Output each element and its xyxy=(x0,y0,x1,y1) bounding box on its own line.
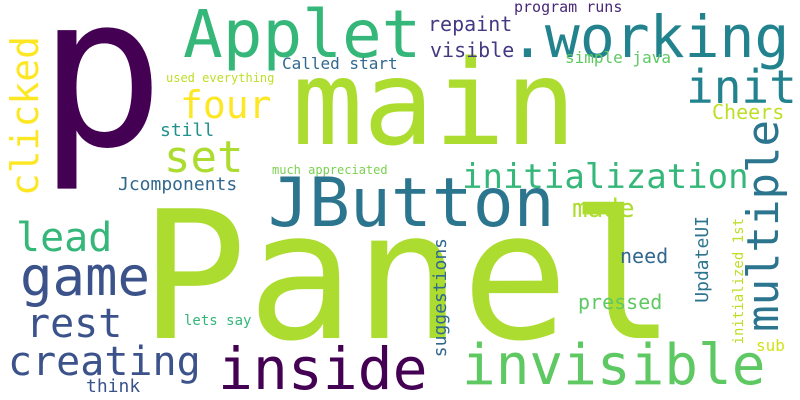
word-sub: sub xyxy=(756,336,785,355)
word-inside: inside xyxy=(218,335,428,400)
word-jcomponents: Jcomponents xyxy=(118,174,238,195)
word-visible: visible xyxy=(430,38,515,62)
word-lets-say: lets say xyxy=(184,313,252,329)
word-pressed: pressed xyxy=(578,290,663,314)
word-multiple: multiple xyxy=(738,120,789,332)
word-updateui: UpdateUI xyxy=(692,216,713,303)
word-program-runs: program runs xyxy=(514,0,623,16)
word-p: p xyxy=(38,0,165,195)
word-panel: Panel xyxy=(140,173,676,380)
word-creating: creating xyxy=(8,339,201,385)
word-jbutton: JButton xyxy=(268,164,555,243)
word-still: still xyxy=(160,120,215,141)
word-game: game xyxy=(20,245,151,308)
word-much-appreciated: much appreciated xyxy=(272,163,388,177)
word-suggestions: suggestions xyxy=(430,238,451,358)
word-main: main xyxy=(292,34,577,172)
word-four: four xyxy=(180,83,272,127)
word-working: .working xyxy=(510,3,790,71)
word-used-everything: used everything xyxy=(166,71,275,85)
word-repaint: repaint xyxy=(428,12,513,36)
word-clicked: clicked xyxy=(3,36,47,197)
word-made: made xyxy=(572,194,635,224)
word-set: set xyxy=(164,132,244,183)
word-need: need xyxy=(620,244,669,268)
word-think: think xyxy=(86,376,141,397)
word-applet: Applet xyxy=(183,0,422,73)
word-simple-java: simple java xyxy=(565,48,671,67)
word-called-start: Called start xyxy=(282,54,398,73)
word-initialized-1st: initialized 1st xyxy=(731,218,747,345)
word-initialization: initialization xyxy=(462,157,749,197)
word-lead: lead xyxy=(16,215,113,261)
word-invisible: invisible xyxy=(462,333,766,398)
word-init: init xyxy=(686,60,797,114)
word-rest: rest xyxy=(26,301,123,347)
word-cheers: Cheers xyxy=(712,100,785,124)
